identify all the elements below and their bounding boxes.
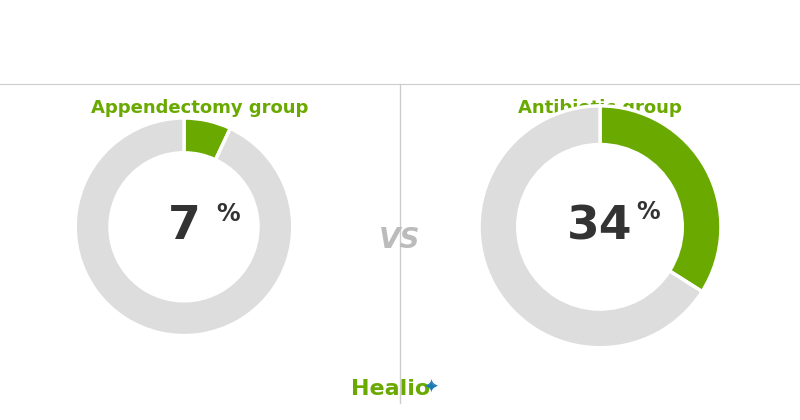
Text: %: % bbox=[217, 202, 240, 226]
Text: VS: VS bbox=[379, 226, 421, 254]
Text: Appendectomy group: Appendectomy group bbox=[91, 99, 309, 117]
Text: Treatment failure rates among children with appendicitis: Treatment failure rates among children w… bbox=[54, 28, 746, 48]
Wedge shape bbox=[75, 118, 293, 336]
Text: ✧: ✧ bbox=[423, 378, 438, 396]
Wedge shape bbox=[479, 106, 702, 348]
Text: Antibiotic group: Antibiotic group bbox=[518, 99, 682, 117]
Text: ✦: ✦ bbox=[424, 380, 437, 394]
Text: 7: 7 bbox=[167, 204, 201, 249]
Text: %: % bbox=[636, 200, 660, 224]
Text: 34: 34 bbox=[567, 204, 633, 249]
Wedge shape bbox=[600, 106, 721, 291]
Text: Healio: Healio bbox=[350, 379, 430, 399]
Wedge shape bbox=[184, 118, 230, 160]
